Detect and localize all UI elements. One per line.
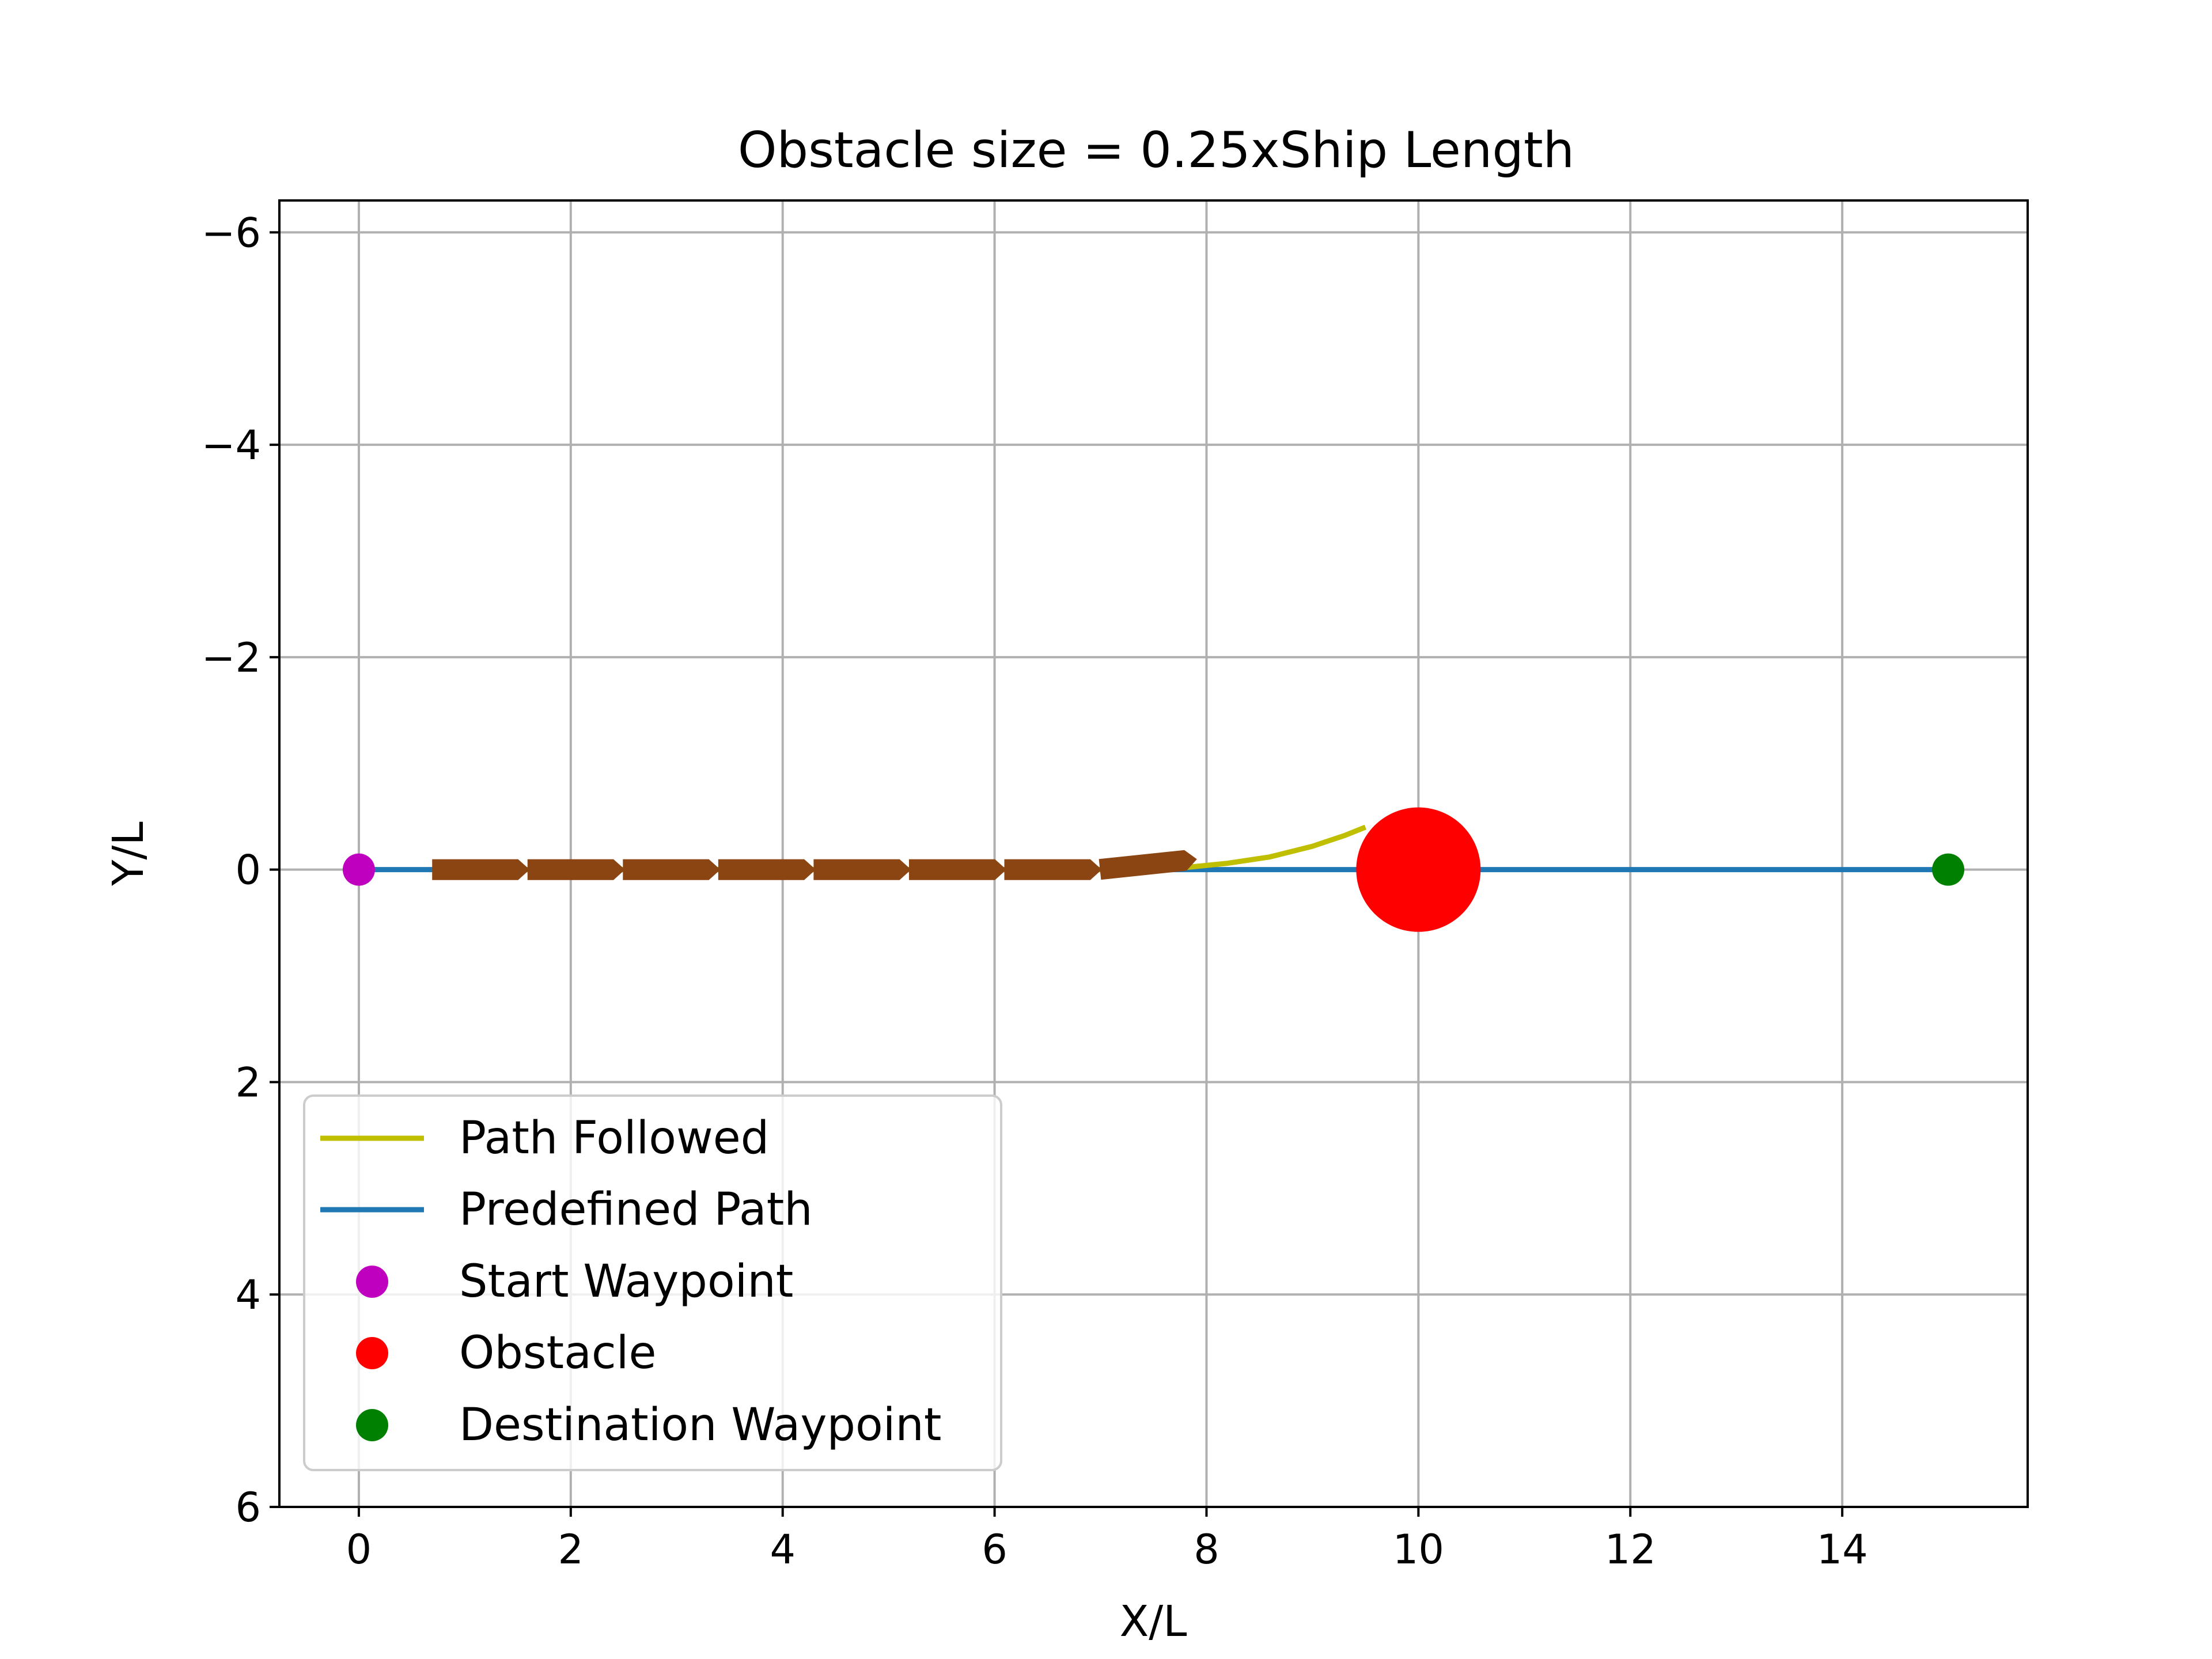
legend-label-predefined-path: Predefined Path: [459, 1184, 813, 1236]
axis-ticks: 0 2 4 6 8 10 12 14 −6 −4 −2 0 2 4 6: [202, 209, 1868, 1573]
y-tick-label: −6: [202, 209, 261, 256]
x-tick-label: 14: [1817, 1526, 1868, 1573]
y-tick-label: 2: [235, 1059, 261, 1106]
legend-marker-start-waypoint: [356, 1266, 388, 1298]
ship-position-marker: [1004, 859, 1102, 880]
x-tick-label: 8: [1194, 1526, 1219, 1573]
destination-waypoint-marker: [1932, 853, 1965, 886]
plot-frame: [278, 199, 2029, 1508]
y-axis-label: Y/L: [104, 821, 153, 886]
legend-marker-destination-waypoint: [356, 1409, 388, 1441]
ship-position-marker: [527, 859, 626, 880]
ship-position-marker: [432, 859, 530, 880]
ship-position-marker: [1099, 850, 1197, 880]
plot-data: [342, 807, 1965, 932]
x-axis-label: X/L: [1120, 1597, 1187, 1646]
ship-position-marker: [813, 859, 911, 880]
x-tick-label: 4: [770, 1526, 796, 1573]
x-tick-label: 6: [982, 1526, 1007, 1573]
legend-box: [303, 1094, 1002, 1471]
start-waypoint-marker: [342, 853, 375, 886]
obstacle-marker: [1356, 807, 1481, 932]
y-tick-label: −4: [202, 422, 261, 469]
x-tick-label: 12: [1605, 1526, 1656, 1573]
y-tick-label: −2: [202, 634, 261, 681]
y-tick-label: 4: [235, 1271, 261, 1319]
legend: Path Followed Predefined Path Start Wayp…: [303, 1094, 1002, 1471]
legend-label-start-waypoint: Start Waypoint: [459, 1256, 793, 1308]
ship-position-marker: [908, 859, 1007, 880]
y-tick-label: 0: [235, 847, 261, 894]
legend-label-path-followed: Path Followed: [459, 1112, 769, 1164]
x-tick-label: 10: [1393, 1526, 1444, 1573]
y-tick-label: 6: [235, 1484, 261, 1531]
ship-position-marker: [623, 859, 721, 880]
x-tick-label: 2: [558, 1526, 584, 1573]
ship-position-marker: [718, 859, 816, 880]
legend-marker-obstacle: [356, 1337, 388, 1369]
chart-title: Obstacle size = 0.25xShip Length: [738, 122, 1574, 179]
legend-label-obstacle: Obstacle: [459, 1327, 656, 1379]
x-tick-label: 0: [346, 1526, 372, 1573]
legend-label-destination-waypoint: Destination Waypoint: [459, 1399, 941, 1451]
